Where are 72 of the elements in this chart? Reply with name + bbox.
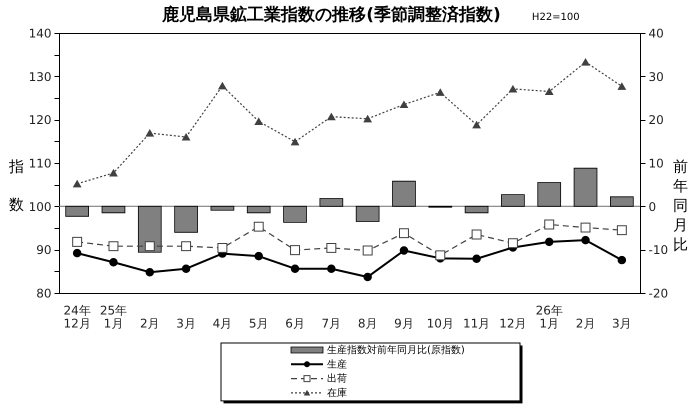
text: H22=100 [532, 12, 580, 23]
y2-tick-label: 10 [648, 156, 664, 170]
point [435, 250, 446, 260]
chart-title: 鹿児島県鉱工業指数の推移(季節調整済指数) [161, 5, 501, 25]
x-tick-label: 8月 [358, 316, 378, 330]
legend-label: 生産 [327, 358, 347, 370]
point [618, 82, 626, 90]
point [327, 113, 336, 120]
point [146, 130, 154, 137]
x-tick-label: 7月 [322, 316, 342, 330]
point [290, 264, 300, 273]
point [254, 252, 263, 260]
point [618, 256, 626, 264]
legend-label: 在庫 [327, 386, 347, 399]
y2-tick-label: -10 [648, 243, 668, 258]
point [144, 241, 155, 252]
point [182, 264, 190, 273]
point [217, 242, 228, 253]
x-tick-label: 3月 [176, 316, 196, 330]
point [472, 121, 481, 128]
point [363, 272, 372, 282]
x-tick-label: 5月 [248, 316, 269, 330]
y2-tick-label: 20 [648, 113, 664, 128]
point [581, 236, 590, 244]
y-tick-label: 100 [28, 200, 52, 214]
x-tick-label: 2月 [576, 316, 596, 330]
x-tick-label: 11月 [462, 316, 490, 330]
point [254, 118, 263, 125]
point [182, 133, 190, 141]
point [400, 246, 408, 255]
point [508, 238, 518, 248]
point [581, 58, 590, 66]
y-tick-label: 110 [28, 156, 52, 170]
y-tick-label: 80 [36, 286, 52, 300]
point [218, 82, 226, 90]
point [544, 238, 554, 246]
y-tick-label: 140 [28, 26, 52, 40]
y-tick-label: 90 [36, 243, 52, 258]
y2-tick-label: 0 [648, 200, 656, 214]
y2-tick-label: -20 [648, 286, 668, 300]
point [290, 138, 300, 146]
point [545, 88, 554, 96]
point [72, 248, 82, 258]
x-tick-label: 9月 [394, 316, 414, 330]
text: 指数 [9, 158, 24, 214]
x-tick-label: 3月 [612, 316, 632, 330]
point [327, 264, 336, 273]
point [254, 222, 264, 232]
point [73, 180, 82, 188]
point [364, 115, 372, 122]
x-tick-label: 24年 12月 [64, 304, 91, 330]
y2-axis-title: 前年同月比 [673, 158, 688, 254]
x-tick-label: 6月 [285, 316, 305, 330]
x-tick-label: 25年 1月 [100, 304, 128, 330]
x-tick-label: 26年 1月 [536, 304, 563, 330]
point [436, 88, 444, 96]
legend-label: 出荷 [327, 372, 347, 385]
x-tick-label: 4月 [212, 316, 232, 330]
x-tick-label: 2月 [140, 316, 160, 330]
point [146, 268, 154, 276]
x-tick-label: 10月 [426, 316, 454, 330]
y-tick-label: 130 [28, 70, 52, 84]
legend-label: 生産指数対前年同月比(原指数) [327, 344, 465, 356]
point [109, 258, 118, 266]
point [472, 254, 481, 263]
point [400, 100, 408, 108]
x-tick-label: 12月 [499, 316, 527, 330]
y2-tick-label: 40 [648, 26, 664, 40]
point [508, 85, 517, 92]
y2-tick-label: 30 [648, 70, 664, 84]
point [109, 169, 118, 177]
y-tick-label: 120 [28, 113, 52, 128]
